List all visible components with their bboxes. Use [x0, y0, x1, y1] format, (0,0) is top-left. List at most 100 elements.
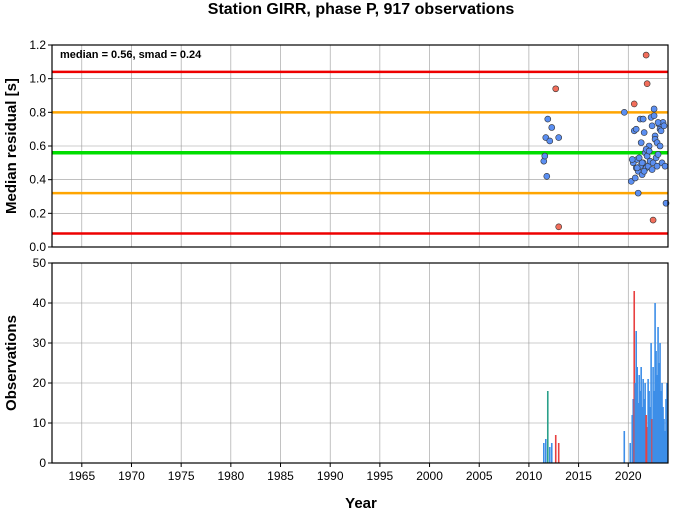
observations-axis-label: Observations [3, 315, 20, 411]
observations-y-tick-label: 10 [33, 416, 47, 430]
observation-bar [665, 399, 667, 463]
observation-bar [623, 431, 626, 463]
observation-bar [641, 407, 643, 463]
observation-bar [661, 383, 663, 463]
residual-point [650, 105, 658, 113]
outlier-point [642, 51, 650, 59]
observation-bar [633, 291, 636, 463]
observation-bar [544, 439, 547, 463]
x-tick-label: 1965 [68, 469, 95, 483]
residual-point [654, 119, 662, 126]
observation-bar [557, 443, 560, 463]
observation-bar [548, 447, 551, 463]
residual-y-tick-label: 1.0 [29, 72, 46, 86]
residual-point [633, 164, 641, 172]
residual-point [546, 137, 554, 145]
observation-bar [658, 363, 660, 463]
residual-point [632, 125, 640, 133]
residual-point [661, 162, 669, 170]
observations-y-tick-label: 40 [33, 296, 47, 310]
residual-point [645, 147, 653, 155]
outlier-point [649, 216, 657, 224]
residual-y-tick-label: 0.6 [29, 139, 46, 153]
observation-bar [654, 303, 656, 463]
residual-point [555, 134, 563, 141]
x-tick-label: 1970 [118, 469, 145, 483]
observations-y-tick-label: 0 [39, 456, 46, 470]
observation-bar [664, 431, 666, 463]
observation-bar [550, 443, 553, 463]
year-axis-label: Year [345, 495, 377, 511]
x-tick-label: 1975 [168, 469, 195, 483]
residual-point [640, 167, 648, 175]
observation-bar [656, 375, 658, 463]
residual-point [657, 127, 665, 135]
residual-y-tick-label: 0.2 [29, 206, 46, 220]
observation-bar [636, 367, 638, 463]
residual-point [653, 162, 661, 170]
x-tick-label: 2010 [516, 469, 543, 483]
residual-point [637, 139, 645, 146]
observation-bar [638, 375, 640, 463]
residual-point [548, 124, 556, 131]
x-tick-label: 2015 [565, 469, 592, 483]
observation-bar [653, 391, 655, 463]
observation-bar [652, 367, 654, 463]
observation-bar [554, 435, 557, 463]
observation-bar [635, 331, 638, 463]
observation-bar [662, 407, 664, 463]
observations-panel: 0 10 20 30 40 50 1965 1970 1975 1980 1985 1990 1995… [3, 256, 669, 511]
residual-point [650, 112, 658, 119]
residual-point [638, 159, 646, 167]
residual-point [543, 173, 551, 180]
observation-bar [657, 327, 659, 463]
observation-bar [643, 399, 645, 463]
observation-bar [644, 383, 646, 463]
x-tick-label: 1985 [267, 469, 294, 483]
residual-axis-label: Median residual [s] [3, 78, 20, 214]
observation-bar [639, 391, 641, 463]
residual-point [656, 142, 664, 150]
observation-bar [642, 379, 644, 463]
observations-panel-frame [51, 262, 669, 464]
observation-bar [634, 383, 637, 463]
residual-point [544, 115, 552, 123]
observation-bar [629, 443, 632, 463]
outlier-point [630, 100, 638, 108]
residual-point [635, 154, 643, 162]
residual-point [541, 152, 549, 160]
observation-bar [648, 391, 650, 463]
observations-y-tick-label: 30 [33, 336, 47, 350]
outlier-point [555, 223, 563, 231]
outlier-point [552, 85, 560, 93]
observation-bar [640, 367, 642, 463]
residual-point [660, 122, 668, 130]
residual-point [648, 122, 656, 130]
observation-bar [637, 403, 639, 463]
observations-y-tick-label: 50 [33, 256, 47, 270]
chart-title: Station GIRR, phase P, 917 observations [208, 1, 515, 18]
observation-bar [651, 419, 653, 463]
observation-bar [645, 415, 647, 463]
observation-bar [649, 407, 651, 463]
residual-point [631, 174, 639, 182]
residual-point [620, 109, 628, 116]
residual-point [634, 189, 642, 197]
observation-bar [655, 351, 657, 463]
x-tick-label: 2005 [466, 469, 493, 483]
outlier-point [643, 80, 651, 88]
observation-bar [663, 419, 665, 463]
x-tick-label: 1980 [217, 469, 244, 483]
observation-bar [650, 343, 652, 463]
observation-bar [632, 399, 635, 463]
residual-panel: 0.0 0.2 0.4 0.6 0.8 1.0 1.2 median = 0.56, sma… [3, 38, 670, 254]
residual-y-tick-label: 1.2 [29, 38, 46, 52]
residual-point [654, 151, 662, 158]
residual-point [639, 115, 647, 123]
residual-point [628, 156, 636, 163]
x-tick-label: 1995 [367, 469, 394, 483]
median-smad-annotation: median = 0.56, smad = 0.24 [60, 49, 202, 61]
x-tick-label: 2000 [416, 469, 443, 483]
residual-point [648, 166, 656, 173]
